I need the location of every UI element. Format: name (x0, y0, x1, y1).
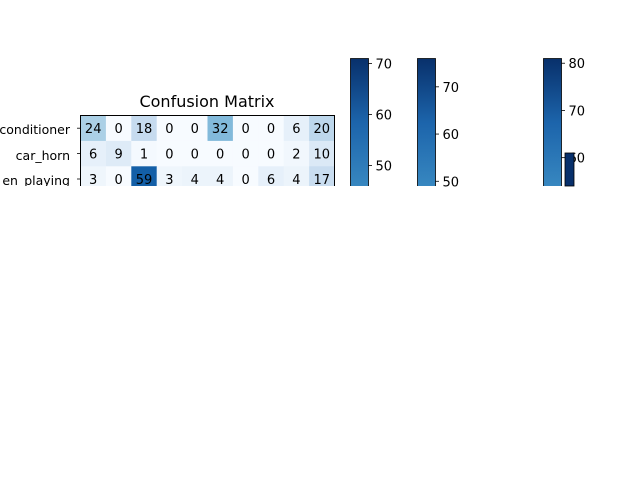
colorbar: 50 60 70 (417, 58, 460, 190)
heatmap-cell (131, 140, 157, 167)
row-labels: conditioner car_horn en_playing (0, 122, 81, 188)
cell-value-label: 4 (191, 173, 199, 188)
heatmap-cell (258, 140, 284, 167)
heatmap-cell (232, 166, 259, 186)
cell-value-label: 24 (85, 122, 102, 137)
colorbar-tick-label: 60 (443, 128, 460, 143)
colorbar-tick-label: 80 (569, 57, 586, 72)
cell-value-label: 6 (89, 148, 97, 163)
heatmap-cell (80, 166, 107, 186)
cell-value-label: 18 (136, 122, 153, 137)
heatmap-cell (131, 115, 157, 142)
heatmap-cell (156, 140, 183, 167)
cell-value-label: 0 (267, 122, 275, 137)
cell-value-label: 32 (212, 122, 229, 137)
heatmap-cell (283, 140, 310, 167)
colorbar-gradient (417, 58, 436, 186)
colorbar-tick-label: 70 (569, 104, 586, 119)
cell-value-label: 1 (140, 148, 148, 163)
cell-value-label: 2 (292, 148, 300, 163)
heatmap-cell (182, 166, 208, 186)
heatmap-cell (309, 115, 335, 142)
heatmap-cell (105, 115, 132, 142)
heatmap-cell (258, 166, 284, 186)
cell-value-label: 0 (114, 122, 122, 137)
heatmap-cell (105, 140, 132, 167)
heatmap-cell (207, 115, 234, 142)
cell-value-label: 9 (114, 148, 122, 163)
colorbar-gradient (350, 58, 369, 186)
heatmap-cell (182, 140, 208, 167)
cell-value-label: 0 (114, 173, 122, 188)
cell-value-label: 4 (216, 173, 224, 188)
cell-value-label: 4 (292, 173, 300, 188)
heatmap-cell (283, 166, 310, 186)
cell-value-label: 3 (89, 173, 97, 188)
cell-value-label: 3 (165, 173, 173, 188)
cell-value-label: 10 (314, 148, 331, 163)
heatmap-cell (232, 115, 259, 142)
row-label: conditioner (0, 122, 71, 137)
cell-value-label: 6 (292, 122, 300, 137)
heatmap-cell (156, 115, 183, 142)
colorbar-tick-label: 50 (376, 160, 393, 175)
cell-value-label: 0 (241, 148, 249, 163)
row-label: en_playing (2, 173, 70, 188)
cell-value-label: 0 (216, 148, 224, 163)
heatmap-cell (283, 115, 310, 142)
heatmap-cell (182, 115, 208, 142)
colorbar-tick-label: 70 (376, 58, 393, 73)
heatmap-cell (232, 140, 259, 167)
colorbar-outline (417, 58, 436, 186)
colorbar-outline (350, 58, 369, 186)
colorbar-outline (543, 58, 562, 186)
colorbar-gradient (543, 58, 562, 186)
cell-value-label: 0 (191, 148, 199, 163)
cell-value-label: 0 (165, 148, 173, 163)
heatmap-cell (80, 140, 107, 167)
overlap-bar-fragment (564, 152, 575, 187)
heatmap-cell (80, 115, 107, 142)
cell-value-label: 0 (165, 122, 173, 137)
colorbar-tick-label: 70 (443, 81, 460, 96)
cell-value-label: 59 (136, 173, 153, 188)
colorbar-tick-label: 50 (443, 175, 460, 190)
heatmap-cell (207, 166, 234, 186)
heatmap-cell (258, 115, 284, 142)
heatmap-cell (131, 166, 157, 186)
colorbar: 50 60 70 (350, 58, 393, 186)
heatmap-cell (105, 166, 132, 186)
cell-value-label: 0 (267, 148, 275, 163)
row-label: car_horn (16, 148, 70, 163)
cell-value-label: 17 (314, 173, 331, 188)
cell-value-label: 20 (314, 122, 331, 137)
heatmap-cell (309, 140, 335, 167)
heatmap-cell (156, 166, 183, 186)
heatmap-frame (80, 115, 335, 186)
cell-value-label: 6 (267, 173, 275, 188)
heatmap-cell (309, 166, 335, 186)
cell-value-label: 0 (241, 122, 249, 137)
colorbar-tick-label: 60 (376, 109, 393, 124)
cell-value-label: 0 (241, 173, 249, 188)
chart-title: Confusion Matrix (139, 92, 274, 111)
confusion-matrix: 24 0 18 0 0 32 0 0 6 206 9 1 0 0 0 0 0 2 103 0 59 3 4 4 0 6 4 17 (80, 115, 335, 188)
heatmap-cell (207, 140, 234, 167)
cell-value-label: 0 (191, 122, 199, 137)
